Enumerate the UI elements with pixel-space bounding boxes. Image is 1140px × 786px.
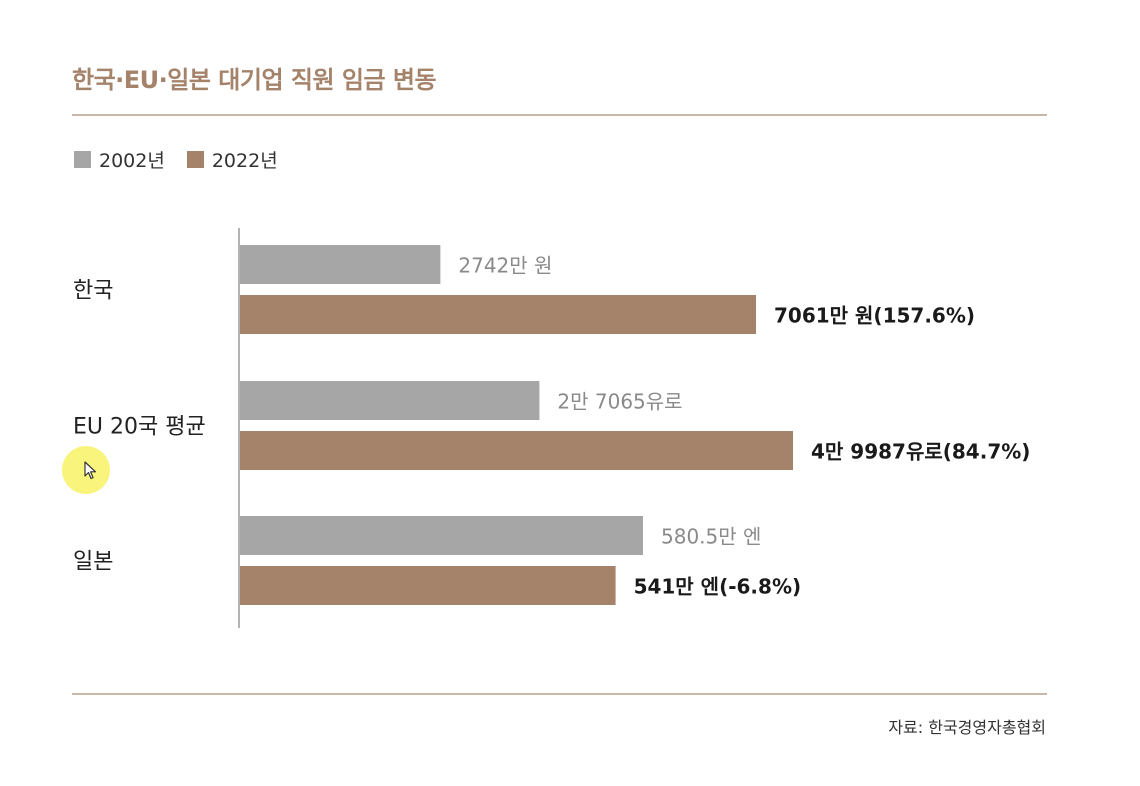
- legend-label-2022: 2022년: [211, 150, 278, 172]
- legend-item-2002: 2002년: [74, 146, 165, 173]
- bar-japan-2022: [240, 566, 616, 605]
- legend-item-2022: 2022년: [186, 146, 278, 173]
- mouse-pointer-icon: [84, 461, 97, 480]
- data-label-japan-2022: 541만 엔(-6.8%): [634, 575, 802, 599]
- data-label-eu-2002: 2만 7065유로: [557, 390, 682, 414]
- chart-title: 한국·EU·일본 대기업 직원 임금 변동: [72, 66, 437, 94]
- source-note: 자료: 한국경영자총협회: [888, 718, 1046, 737]
- bar-eu-2002: [240, 381, 540, 420]
- category-label-eu: EU 20국 평균: [73, 415, 206, 440]
- bar-eu-2022: [240, 431, 793, 470]
- top-divider: [72, 114, 1047, 116]
- legend-label-2002: 2002년: [99, 150, 165, 172]
- legend-swatch-2002: [74, 151, 91, 168]
- data-label-japan-2002: 580.5만 엔: [661, 525, 761, 549]
- bar-korea-2002: [240, 245, 441, 284]
- data-label-korea-2022: 7061만 원(157.6%): [774, 304, 975, 328]
- bottom-divider: [72, 693, 1047, 695]
- data-label-korea-2002: 2742만 원: [458, 254, 552, 278]
- bar-korea-2022: [240, 295, 756, 334]
- category-label-japan: 일본: [73, 550, 113, 575]
- legend-swatch-2022: [186, 151, 204, 168]
- data-label-eu-2022: 4만 9987유로(84.7%): [811, 440, 1030, 464]
- legend: 2002년 2022년: [74, 146, 300, 173]
- bar-japan-2002: [240, 516, 643, 555]
- category-label-korea: 한국: [73, 279, 113, 304]
